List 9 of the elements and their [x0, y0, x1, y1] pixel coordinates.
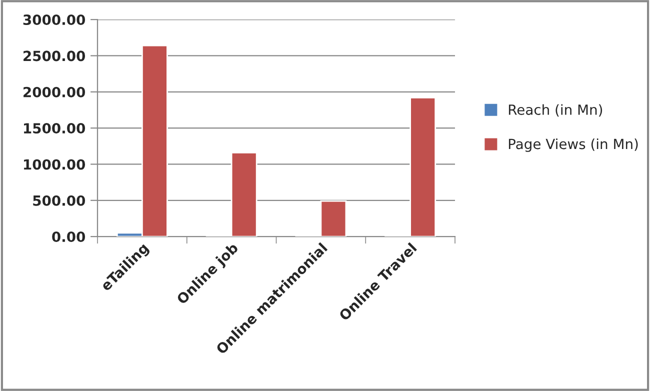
y-tick-label: 0.00: [52, 232, 86, 242]
y-tick-label: 1000.00: [24, 159, 86, 170]
legend-label: Page Views (in Mn): [508, 138, 638, 152]
y-tick-label: 2000.00: [24, 86, 86, 98]
y-tick-label: 500.00: [33, 195, 86, 206]
y-tick-label: 3000.00: [23, 14, 86, 26]
y-tick-label: 1500.00: [24, 123, 86, 134]
y-tick-label: 2500.00: [24, 50, 86, 62]
legend-label: Reach (in Mn): [508, 104, 602, 117]
